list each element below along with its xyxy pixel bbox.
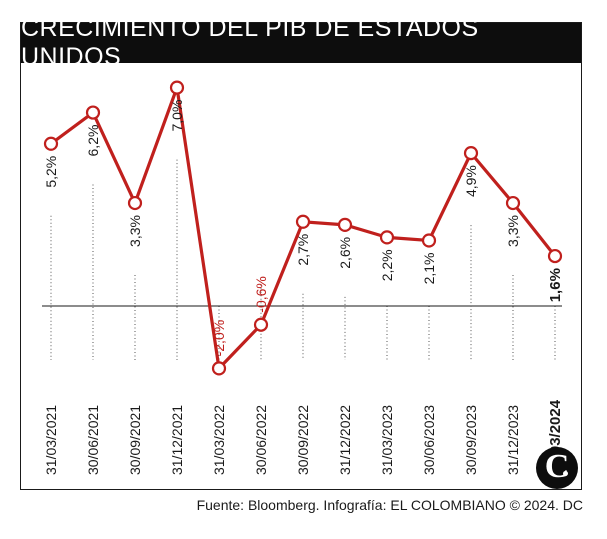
category-label: 31/03/2022 xyxy=(211,405,227,475)
data-point xyxy=(253,317,269,332)
data-point xyxy=(505,195,521,211)
value-label: 4,9% xyxy=(463,165,479,197)
data-point xyxy=(169,80,185,95)
category-label: 31/12/2023 xyxy=(505,405,521,475)
source-note: Fuente: Bloomberg. Infografía: EL COLOMB… xyxy=(196,497,583,513)
value-label: 1,6% xyxy=(547,268,564,302)
data-point xyxy=(337,217,353,232)
category-label: 30/09/2021 xyxy=(127,405,143,475)
category-label: 30/06/2022 xyxy=(253,405,269,475)
category-label: 31/12/2021 xyxy=(169,405,185,475)
data-point xyxy=(379,230,395,245)
data-point xyxy=(211,361,227,376)
value-label: 5,2% xyxy=(43,156,59,188)
value-label: -2,0% xyxy=(211,320,227,357)
category-label: 31/03/2023 xyxy=(379,405,395,475)
category-label: 31/12/2022 xyxy=(337,405,353,475)
value-label: -0,6% xyxy=(253,276,269,313)
value-label: 2,7% xyxy=(295,234,311,266)
value-label: 2,2% xyxy=(379,249,395,281)
category-label: 31/03/2021 xyxy=(43,405,59,475)
category-label: 30/06/2021 xyxy=(85,405,101,475)
el-colombiano-logo: C xyxy=(536,447,578,489)
value-label: 2,6% xyxy=(337,237,353,269)
value-label: 3,3% xyxy=(505,215,521,247)
category-label: 30/09/2022 xyxy=(295,405,311,475)
data-point xyxy=(295,214,311,229)
value-label: 3,3% xyxy=(127,215,143,247)
category-label: 30/09/2023 xyxy=(463,405,479,475)
data-point xyxy=(421,233,437,248)
value-label: 6,2% xyxy=(85,125,101,157)
value-label: 2,1% xyxy=(421,252,437,284)
data-point xyxy=(43,136,59,151)
data-point xyxy=(547,248,563,264)
value-label: 7,0% xyxy=(169,100,185,132)
category-label: 30/06/2023 xyxy=(421,405,437,475)
chart-frame: CRECIMIENTO DEL PIB DE ESTADOS UNIDOS xyxy=(20,14,582,490)
data-point xyxy=(463,146,479,161)
data-point xyxy=(85,105,101,120)
data-point xyxy=(127,195,143,211)
